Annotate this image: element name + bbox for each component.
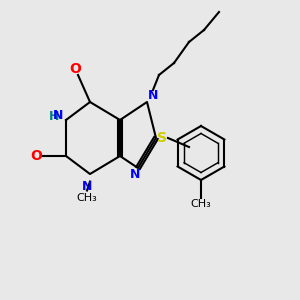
Text: CH₃: CH₃ <box>190 199 212 209</box>
Text: N: N <box>53 109 64 122</box>
Text: O: O <box>30 149 42 163</box>
Text: N: N <box>130 167 140 181</box>
Text: S: S <box>157 131 167 145</box>
Text: N: N <box>82 179 92 193</box>
Text: H: H <box>49 110 59 124</box>
Text: CH₃: CH₃ <box>76 193 98 203</box>
Text: O: O <box>69 62 81 76</box>
Text: N: N <box>148 89 158 103</box>
